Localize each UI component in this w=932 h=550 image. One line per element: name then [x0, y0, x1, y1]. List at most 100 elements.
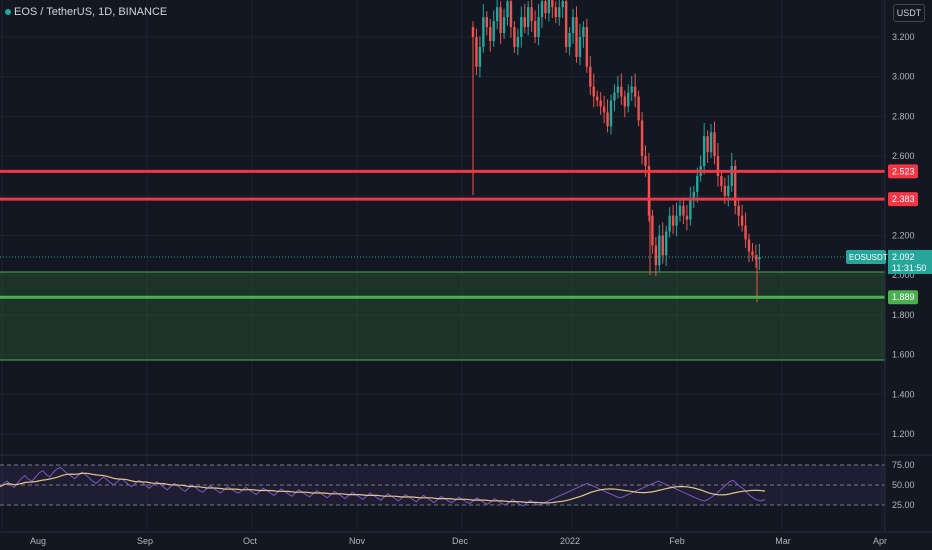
candle-body	[613, 92, 616, 101]
time-label: 2022	[560, 536, 580, 546]
candle-body	[482, 17, 485, 47]
candle-body	[740, 215, 744, 226]
candle-body	[716, 156, 720, 176]
resistance-label-1-bg	[888, 164, 918, 179]
time-label: Mar	[775, 536, 791, 546]
price-tick-label: 1.200	[892, 429, 915, 439]
candle-body	[527, 7, 530, 28]
candle-body	[730, 166, 733, 186]
candle-body	[564, 1, 568, 47]
symbol-badge: EOSUSDT	[849, 253, 888, 262]
rsi-tick-label: 50.00	[892, 480, 915, 490]
candle-body	[551, 0, 554, 8]
price-tick-label: 1.400	[892, 389, 915, 399]
candle-body	[702, 136, 706, 167]
rsi-ma-line	[0, 472, 766, 504]
candle-body	[661, 235, 664, 256]
symbol-badge-bg	[846, 249, 886, 264]
candle-body	[709, 132, 713, 153]
candle-body	[675, 215, 678, 226]
candle-body	[644, 156, 647, 167]
candle-body	[606, 112, 609, 127]
candle-body	[637, 96, 640, 121]
candle-body	[602, 106, 606, 113]
candle-body	[658, 235, 661, 266]
resistance-label-2-bg	[888, 192, 918, 207]
grid	[0, 0, 885, 530]
candle-body	[671, 215, 675, 226]
candle-body	[737, 205, 740, 216]
price-tick-label: 2.000	[892, 270, 915, 280]
candle-body	[544, 1, 547, 14]
candle-body	[682, 205, 685, 216]
candle-body	[734, 166, 737, 206]
candle-body	[609, 100, 613, 127]
candle-body	[692, 191, 695, 200]
candle-body	[713, 132, 716, 157]
candle-body	[596, 96, 599, 101]
candle-body	[575, 17, 578, 57]
price-tick-label: 3.200	[892, 32, 915, 42]
candle-body	[678, 205, 682, 216]
candle-body	[495, 7, 499, 22]
candle-body	[499, 7, 502, 34]
candle-body	[558, 7, 561, 18]
candle-body	[744, 225, 747, 240]
candle-body	[751, 251, 754, 256]
price-tick-label: 2.200	[892, 231, 915, 241]
candle-body	[723, 185, 727, 196]
candle-body	[520, 17, 523, 37]
time-label: Aug	[30, 536, 46, 546]
candle-body	[478, 46, 482, 67]
price-tick-label: 2.600	[892, 151, 915, 161]
candle-body	[547, 0, 551, 14]
candle-body	[706, 136, 709, 153]
price-tick-label: 1.800	[892, 310, 915, 320]
rsi-line	[0, 466, 766, 507]
candle-body	[530, 7, 533, 22]
candle-body	[633, 86, 637, 97]
last-price-value: 2.092	[892, 252, 915, 262]
candle-body	[696, 175, 699, 192]
candle-body	[592, 86, 595, 97]
candle-body	[485, 17, 488, 28]
candle-body	[616, 86, 620, 93]
candle-body	[554, 7, 557, 18]
candle-body	[540, 1, 544, 18]
candle-body	[747, 239, 751, 252]
price-tick-label: 2.800	[892, 111, 915, 121]
candle-body	[689, 199, 692, 220]
time-label: Apr	[873, 536, 887, 546]
time-label: Feb	[669, 536, 685, 546]
candle-body	[533, 21, 537, 37]
time-label: Sep	[137, 536, 153, 546]
candle-body	[754, 255, 758, 260]
support-label-bg	[888, 290, 918, 305]
candle-body	[516, 37, 520, 47]
time-label: Dec	[452, 536, 469, 546]
price-tick-label: 3.000	[892, 72, 915, 82]
support-label: 1.889	[892, 292, 915, 302]
currency-button[interactable]: USDT	[893, 4, 925, 22]
candle-body	[492, 21, 495, 41]
candle-body	[509, 1, 513, 28]
candle-body	[668, 215, 671, 232]
candle-body	[561, 1, 564, 8]
candle-body	[475, 37, 478, 67]
candle-body	[502, 17, 506, 34]
symbol-title-text: EOS / TetherUS, 1D, BINANCE	[14, 6, 168, 18]
time-label: Nov	[349, 536, 366, 546]
candle-body	[571, 17, 575, 34]
candle-body	[647, 166, 651, 216]
symbol-title[interactable]: EOS / TetherUS, 1D, BINANCE	[5, 6, 167, 18]
candle-body	[630, 86, 633, 93]
candle-body	[685, 215, 689, 220]
candle-body	[627, 92, 630, 107]
candle-body	[523, 17, 526, 28]
candle-body	[758, 256, 761, 260]
candle-body	[599, 100, 602, 107]
support-zone	[0, 272, 885, 360]
candle-body	[513, 27, 516, 47]
candle-body	[578, 37, 582, 57]
